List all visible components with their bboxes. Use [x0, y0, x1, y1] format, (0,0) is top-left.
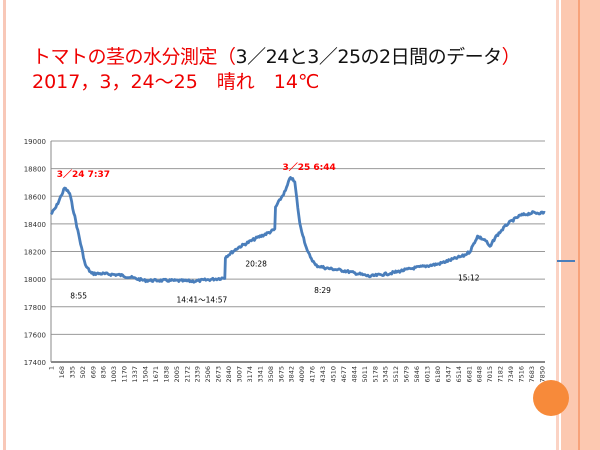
annotation-label: 3／24 7:37: [57, 169, 110, 180]
annotation-label: 14:41～14:57: [177, 296, 228, 305]
right-border-band: [561, 0, 600, 450]
slide-title: トマトの茎の水分測定（3／24と3／25の2日間のデータ）: [32, 42, 521, 69]
x-tick-label: 1337: [131, 366, 139, 383]
annotation-label: 8:55: [70, 291, 87, 300]
y-tick-label: 17800: [24, 304, 46, 312]
left-border: [3, 0, 6, 450]
y-tick-label: 18800: [24, 166, 46, 174]
x-tick-label: 502: [79, 366, 87, 378]
x-tick-label: 5846: [413, 366, 421, 383]
x-tick-label: 3341: [256, 366, 264, 383]
decorative-circle: [533, 380, 569, 416]
x-tick-label: 6514: [455, 366, 463, 383]
x-tick-label: 3842: [288, 366, 296, 383]
y-tick-label: 18600: [24, 193, 46, 201]
x-tick-label: 7349: [507, 366, 515, 383]
y-tick-label: 19000: [24, 138, 46, 146]
x-tick-label: 2840: [225, 366, 233, 383]
x-tick-label: 7683: [528, 366, 536, 383]
x-tick-label: 1504: [141, 366, 149, 383]
x-tick-label: 5011: [361, 366, 369, 383]
annotation-label: 15:12: [458, 274, 480, 283]
right-border-line: [578, 0, 580, 450]
right-border-stripe: [556, 0, 559, 450]
title-red-part: トマトの茎の水分測定（: [32, 46, 236, 68]
x-tick-label: 1003: [110, 366, 118, 383]
y-tick-label: 18200: [24, 249, 46, 257]
x-tick-label: 7182: [497, 366, 505, 383]
x-tick-label: 5679: [403, 366, 411, 383]
y-tick-label: 17600: [24, 331, 46, 339]
x-tick-label: 4009: [298, 366, 306, 383]
x-tick-label: 4510: [329, 366, 337, 383]
x-tick-label: 1: [48, 366, 56, 370]
x-tick-label: 2673: [215, 366, 223, 383]
x-tick-label: 6013: [423, 366, 431, 383]
x-tick-label: 1838: [162, 366, 170, 383]
x-tick-label: 2005: [173, 366, 181, 383]
x-tick-label: 2172: [183, 366, 191, 383]
x-tick-label: 168: [58, 366, 66, 378]
y-tick-label: 17400: [24, 359, 46, 367]
x-tick-label: 669: [89, 366, 97, 378]
x-tick-label: 6347: [444, 366, 452, 383]
x-tick-label: 3675: [277, 366, 285, 383]
x-tick-label: 6848: [476, 366, 484, 383]
x-tick-label: 1170: [121, 366, 129, 383]
x-tick-label: 3508: [267, 366, 275, 383]
x-tick-label: 4677: [340, 366, 348, 383]
y-tick-label: 18400: [24, 221, 46, 229]
x-tick-label: 5512: [392, 366, 400, 383]
legend-marker: [557, 260, 575, 262]
x-tick-label: 2506: [204, 366, 212, 383]
annotation-label: 3／25 6:44: [282, 162, 335, 173]
x-tick-label: 3174: [246, 366, 254, 383]
title-close-paren: ）: [501, 46, 521, 68]
annotation-label: 20:28: [245, 260, 267, 269]
x-tick-label: 2339: [194, 366, 202, 383]
x-tick-label: 4844: [350, 366, 358, 383]
x-tick-label: 7850: [538, 366, 546, 383]
slide-subtitle: 2017，3，24～25 晴れ 14℃: [32, 71, 320, 93]
title-black-part: 3／24と3／25の2日間のデータ: [235, 46, 503, 68]
y-tick-label: 18000: [24, 276, 46, 284]
x-tick-label: 4343: [319, 366, 327, 383]
x-tick-label: 7516: [517, 366, 525, 383]
x-tick-label: 6180: [434, 366, 442, 383]
x-tick-label: 5345: [382, 366, 390, 383]
x-tick-label: 4176: [309, 366, 317, 383]
x-tick-label: 3007: [235, 366, 243, 383]
x-tick-label: 5178: [371, 366, 379, 383]
x-tick-label: 7015: [486, 366, 494, 383]
x-tick-label: 1671: [152, 366, 160, 383]
x-tick-label: 6681: [465, 366, 473, 383]
series-line: [49, 176, 546, 284]
annotation-label: 8:29: [314, 286, 331, 295]
x-tick-label: 836: [100, 366, 108, 378]
x-tick-label: 335: [68, 366, 76, 378]
